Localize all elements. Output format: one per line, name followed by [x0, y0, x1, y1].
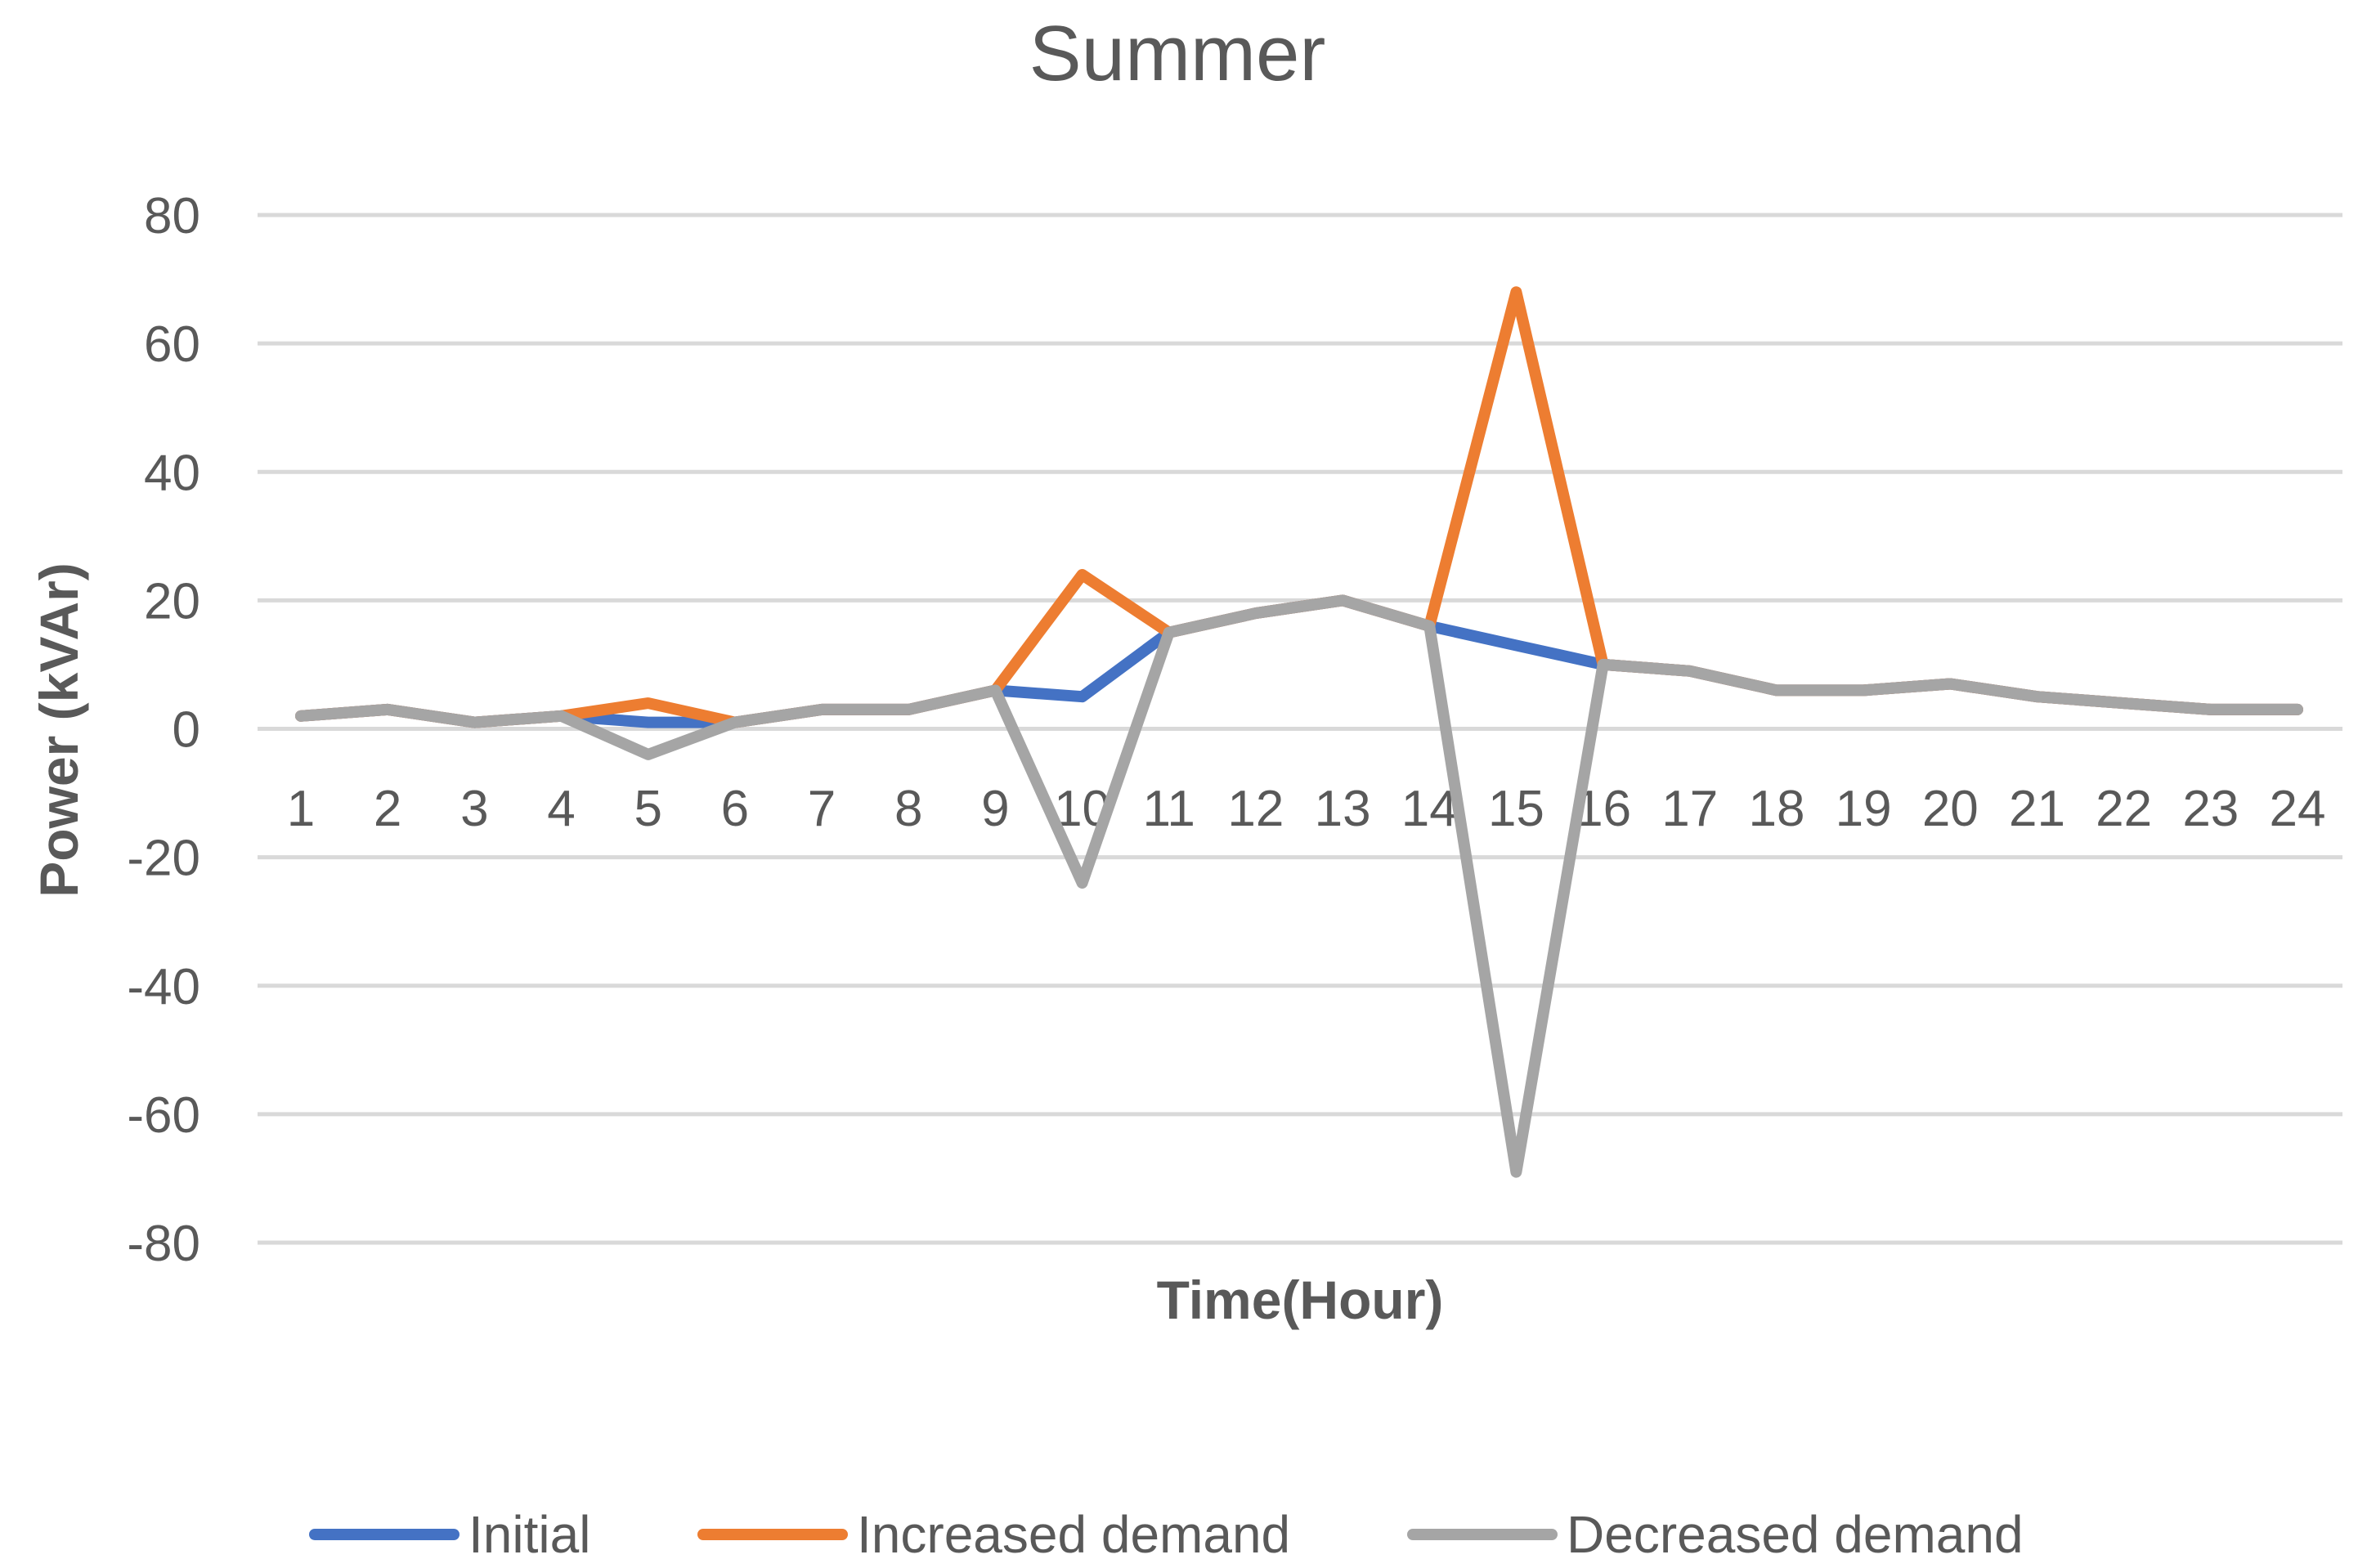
y-axis-label: Power (kVAr) [29, 562, 89, 898]
x-tick-label: 11 [1143, 781, 1195, 837]
y-tick-label: -20 [127, 831, 200, 887]
x-tick-label: 14 [1401, 781, 1458, 837]
y-tick-label: -80 [127, 1216, 200, 1272]
legend-item-decreased-demand: Decreased demand [1407, 1505, 2024, 1564]
legend-label: Decreased demand [1567, 1505, 2024, 1564]
y-tick-label: 80 [144, 188, 200, 244]
x-tick-label: 1 [287, 781, 315, 837]
x-tick-label: 12 [1227, 781, 1284, 837]
x-tick-label: 19 [1836, 781, 1892, 837]
x-tick-label: 6 [721, 781, 749, 837]
x-axis-label: Time(Hour) [1157, 1270, 1444, 1330]
x-tick-label: 2 [374, 781, 401, 837]
x-tick-label: 24 [2270, 781, 2326, 837]
series-lines [295, 286, 2303, 1178]
legend-item-initial: Initial [309, 1505, 590, 1564]
x-tick-label: 20 [1922, 781, 1979, 837]
legend-label: Increased demand [857, 1505, 1290, 1564]
x-tick-label: 3 [460, 781, 488, 837]
x-tick-label: 23 [2182, 781, 2239, 837]
x-tick-label: 4 [547, 781, 575, 837]
series-line-decreased-demand [295, 594, 2303, 1178]
x-tick-label: 15 [1488, 781, 1544, 837]
x-tick-label: 8 [894, 781, 922, 837]
x-tick-label: 9 [981, 781, 1009, 837]
y-tick-label: 20 [144, 573, 200, 629]
y-tick-label: 0 [173, 702, 200, 759]
chart-title: Summer [1029, 10, 1326, 97]
y-tick-label: 40 [144, 445, 200, 501]
x-tick-label: 5 [634, 781, 661, 837]
y-tick-label: -60 [127, 1087, 200, 1144]
y-axis-ticks: 80 60 40 20 0 -20 -40 -60 -80 [127, 188, 200, 1272]
x-tick-label: 21 [2009, 781, 2065, 837]
legend: Initial Increased demand Decreased demand [309, 1505, 2024, 1564]
gridlines [258, 213, 2342, 1245]
x-tick-label: 17 [1661, 781, 1718, 837]
legend-label: Initial [468, 1505, 590, 1564]
y-tick-label: -40 [127, 959, 200, 1015]
x-axis-ticks: 1 2 3 4 5 6 7 8 9 10 11 12 13 14 15 16 17 18 19 20 21 22 23 24 [287, 781, 2326, 837]
series-line-initial [295, 594, 2303, 728]
x-tick-label: 22 [2096, 781, 2152, 837]
series-line-increased-demand [295, 286, 2303, 728]
x-tick-label: 7 [808, 781, 836, 837]
x-tick-label: 13 [1315, 781, 1371, 837]
x-tick-label: 18 [1748, 781, 1804, 837]
legend-item-increased-demand: Increased demand [697, 1505, 1290, 1564]
y-tick-label: 60 [144, 316, 200, 373]
